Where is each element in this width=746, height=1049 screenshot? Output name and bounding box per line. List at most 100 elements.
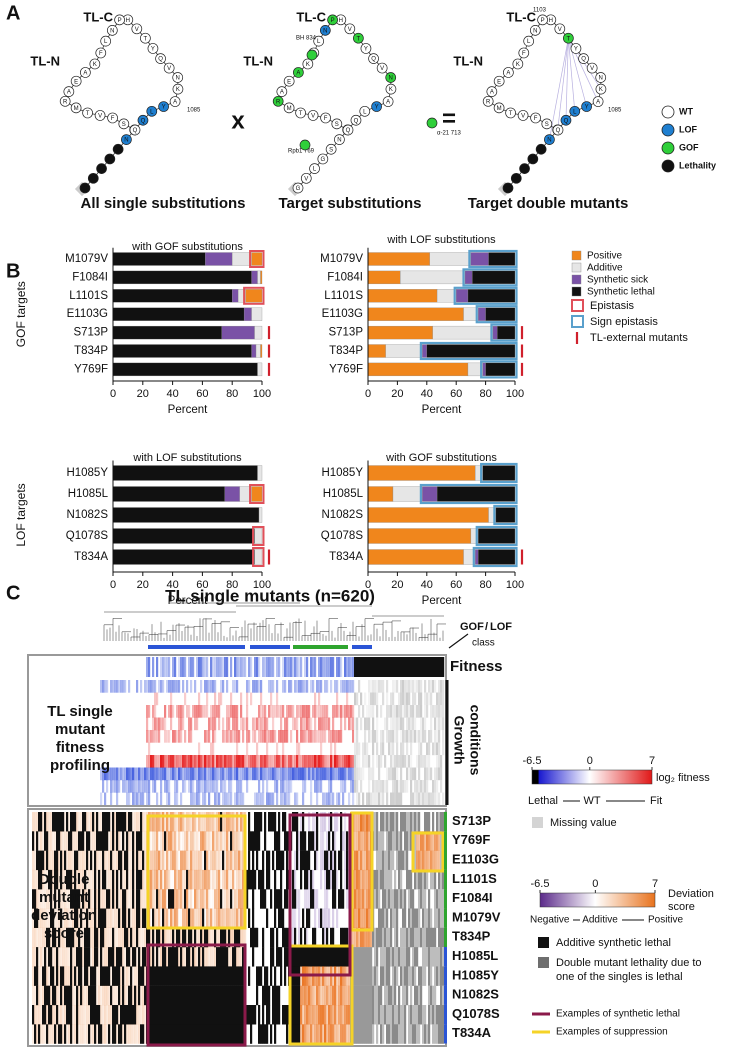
deviation-cell bbox=[130, 889, 132, 909]
deviation-cell bbox=[56, 966, 58, 986]
deviation-cell bbox=[384, 909, 386, 929]
growth-cell bbox=[400, 793, 402, 806]
deviation-cell bbox=[54, 812, 56, 832]
bar-segment bbox=[437, 289, 456, 302]
deviation-cell bbox=[172, 870, 174, 890]
deviation-cell bbox=[74, 947, 76, 967]
deviation-cell bbox=[152, 947, 154, 967]
residue-letter: N bbox=[337, 138, 341, 144]
deviation-cell bbox=[186, 870, 188, 890]
growth-cell bbox=[436, 718, 438, 731]
fitness-cell bbox=[432, 657, 434, 677]
growth-cell bbox=[262, 768, 264, 781]
growth-cell bbox=[278, 730, 280, 743]
legend-label: Additive bbox=[587, 263, 623, 274]
residue-letter: G bbox=[108, 157, 113, 163]
deviation-cell bbox=[120, 928, 122, 948]
growth-cell bbox=[188, 705, 190, 718]
deviation-cell bbox=[40, 812, 42, 832]
residue-letter: K bbox=[176, 87, 180, 93]
deviation-cell bbox=[354, 1005, 356, 1025]
color-bar-tick-label: 0 bbox=[592, 878, 598, 890]
growth-cell bbox=[278, 768, 280, 781]
deviation-cell bbox=[136, 909, 138, 929]
growth-cell bbox=[416, 793, 418, 806]
growth-cell bbox=[316, 705, 318, 718]
growth-cell bbox=[402, 693, 404, 706]
growth-cell bbox=[400, 730, 402, 743]
growth-cell bbox=[234, 705, 236, 718]
growth-cell bbox=[342, 680, 344, 693]
deviation-cell bbox=[162, 966, 164, 986]
deviation-cell bbox=[124, 986, 126, 1006]
deviation-cell bbox=[218, 966, 220, 986]
growth-cell bbox=[270, 768, 272, 781]
deviation-cell bbox=[48, 1024, 50, 1044]
panel-label: A bbox=[6, 2, 20, 24]
deviation-cell bbox=[192, 889, 194, 909]
deviation-cell bbox=[356, 1005, 358, 1025]
growth-cell bbox=[138, 793, 140, 806]
growth-cell bbox=[370, 768, 372, 781]
deviation-cell bbox=[198, 966, 200, 986]
growth-cell bbox=[102, 680, 104, 693]
deviation-cell bbox=[324, 909, 326, 929]
fitness-cell bbox=[218, 657, 220, 677]
growth-cell bbox=[356, 780, 358, 793]
deviation-cell bbox=[194, 966, 196, 986]
growth-cell bbox=[414, 780, 416, 793]
deviation-cell bbox=[190, 1005, 192, 1025]
deviation-cell bbox=[220, 966, 222, 986]
deviation-cell bbox=[192, 1005, 194, 1025]
deviation-cell bbox=[406, 986, 408, 1006]
deviation-cell bbox=[114, 870, 116, 890]
deviation-cell bbox=[308, 947, 310, 967]
deviation-cell bbox=[142, 1024, 144, 1044]
deviation-cell bbox=[174, 909, 176, 929]
growth-cell bbox=[228, 718, 230, 731]
growth-cell bbox=[164, 705, 166, 718]
growth-cell bbox=[316, 768, 318, 781]
growth-cell bbox=[148, 780, 150, 793]
fitness-cell bbox=[244, 657, 246, 677]
growth-cell bbox=[372, 693, 374, 706]
x-axis-title: Percent bbox=[168, 404, 208, 416]
growth-cell bbox=[380, 705, 382, 718]
deviation-cell bbox=[84, 986, 86, 1006]
deviation-cell bbox=[102, 928, 104, 948]
growth-cell bbox=[416, 705, 418, 718]
deviation-cell bbox=[98, 851, 100, 871]
deviation-cell bbox=[440, 889, 442, 909]
residue-letter: V bbox=[167, 66, 171, 72]
deviation-cell bbox=[182, 1024, 184, 1044]
deviation-cell bbox=[90, 870, 92, 890]
deviation-cell bbox=[386, 909, 388, 929]
deviation-cell bbox=[44, 1005, 46, 1025]
growth-cell bbox=[420, 730, 422, 743]
deviation-cell bbox=[94, 947, 96, 967]
growth-cell bbox=[322, 793, 324, 806]
growth-cell bbox=[376, 755, 378, 768]
deviation-cell bbox=[116, 851, 118, 871]
fitness-cell bbox=[304, 657, 306, 677]
deviation-cell bbox=[332, 928, 334, 948]
category-label: M1079V bbox=[65, 253, 108, 265]
growth-cell bbox=[210, 780, 212, 793]
deviation-cell bbox=[194, 909, 196, 929]
category-label: Q1078S bbox=[66, 530, 109, 542]
deviation-cell bbox=[34, 928, 36, 948]
growth-cell bbox=[214, 718, 216, 731]
growth-cell bbox=[268, 768, 270, 781]
deviation-cell bbox=[50, 812, 52, 832]
deviation-cell bbox=[224, 870, 226, 890]
deviation-cell bbox=[310, 831, 312, 851]
deviation-cell bbox=[138, 889, 140, 909]
growth-cell bbox=[164, 730, 166, 743]
growth-cell bbox=[130, 768, 132, 781]
deviation-cell bbox=[410, 889, 412, 909]
deviation-cell bbox=[298, 928, 300, 948]
bar-segment bbox=[493, 326, 497, 339]
deviation-cell bbox=[236, 966, 238, 986]
growth-cell bbox=[404, 680, 406, 693]
deviation-cell bbox=[332, 889, 334, 909]
